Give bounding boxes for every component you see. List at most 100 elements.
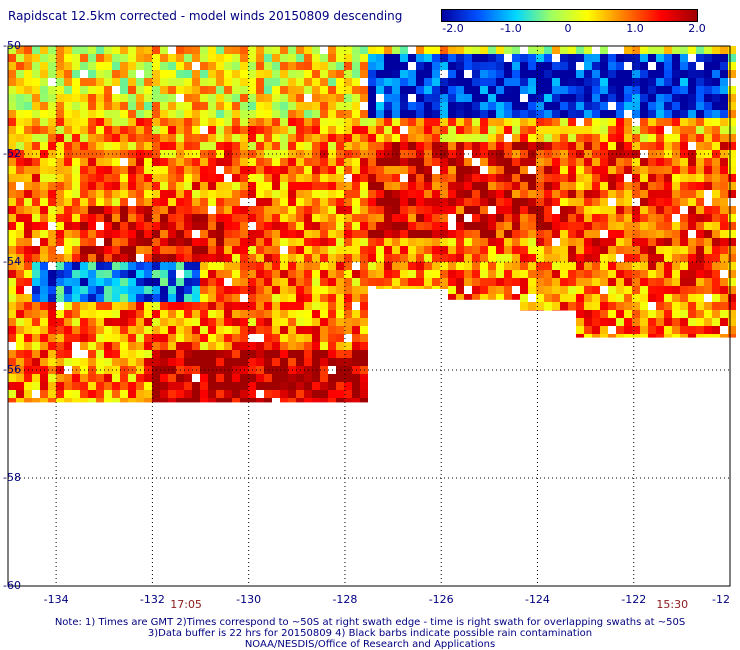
swath-cell	[416, 70, 424, 78]
swath-cell	[168, 246, 176, 254]
swath-cell	[552, 70, 560, 78]
swath-cell	[184, 94, 192, 102]
swath-cell	[432, 182, 440, 190]
swath-cell	[304, 126, 312, 134]
swath-cell	[400, 278, 408, 286]
swath-cell	[640, 278, 648, 286]
swath-cell	[632, 94, 640, 102]
swath-cell	[592, 198, 600, 206]
swath-cell	[264, 182, 272, 190]
swath-cell	[472, 102, 480, 110]
swath-cell	[320, 382, 328, 390]
swath-cell	[528, 54, 536, 62]
swath-cell	[304, 110, 312, 118]
swath-cell	[592, 326, 600, 334]
swath-cell	[424, 86, 432, 94]
swath-cell	[648, 86, 656, 94]
swath-cell	[424, 158, 432, 166]
swath-cell	[224, 310, 232, 318]
swath-cell	[544, 62, 552, 70]
swath-cell	[208, 94, 216, 102]
swath-cell	[392, 198, 400, 206]
swath-cell	[64, 166, 72, 174]
swath-cell	[472, 270, 480, 278]
swath-cell	[240, 342, 248, 350]
swath-cell	[728, 86, 736, 94]
swath-cell	[584, 158, 592, 166]
swath-cell	[56, 294, 64, 302]
swath-cell	[680, 318, 688, 326]
swath-cell	[624, 326, 632, 334]
swath-cell	[456, 246, 464, 254]
swath-cell	[440, 166, 448, 174]
swath-cell	[600, 142, 608, 150]
swath-cell	[600, 46, 608, 54]
swath-cell	[272, 70, 280, 78]
swath-cell	[528, 158, 536, 166]
swath-cell	[248, 262, 256, 270]
swath-cell	[312, 222, 320, 230]
swath-cell	[216, 382, 224, 390]
swath-cell	[40, 142, 48, 150]
swath-cell	[56, 62, 64, 70]
swath-cell	[680, 270, 688, 278]
swath-cell	[400, 254, 408, 262]
swath-cell	[440, 126, 448, 134]
swath-cell	[176, 350, 184, 358]
swath-cell	[528, 278, 536, 286]
swath-cell	[336, 382, 344, 390]
swath-cell	[696, 158, 704, 166]
swath-cell	[216, 334, 224, 342]
swath-cell	[472, 54, 480, 62]
swath-cell	[152, 302, 160, 310]
swath-cell	[48, 334, 56, 342]
swath-cell	[112, 238, 120, 246]
swath-cell	[160, 310, 168, 318]
swath-cell	[504, 94, 512, 102]
swath-cell	[384, 254, 392, 262]
swath-cell	[288, 118, 296, 126]
swath-cell	[424, 190, 432, 198]
swath-cell	[520, 78, 528, 86]
swath-cell	[320, 286, 328, 294]
swath-cell	[120, 62, 128, 70]
swath-cell	[408, 254, 416, 262]
swath-cell	[376, 238, 384, 246]
swath-cell	[152, 46, 160, 54]
swath-cell	[16, 110, 24, 118]
swath-cell	[568, 94, 576, 102]
swath-cell	[400, 238, 408, 246]
swath-cell	[136, 318, 144, 326]
swath-cell	[512, 118, 520, 126]
swath-cell	[600, 214, 608, 222]
swath-cell	[480, 190, 488, 198]
swath-cell	[520, 262, 528, 270]
swath-cell	[624, 94, 632, 102]
latitude-tick-label: -54	[3, 255, 21, 268]
swath-cell	[288, 102, 296, 110]
swath-cell	[712, 182, 720, 190]
swath-cell	[272, 182, 280, 190]
swath-cell	[192, 382, 200, 390]
swath-cell	[640, 54, 648, 62]
swath-cell	[680, 158, 688, 166]
swath-cell	[24, 46, 32, 54]
swath-cell	[136, 334, 144, 342]
swath-cell	[720, 102, 728, 110]
swath-cell	[496, 166, 504, 174]
swath-cell	[80, 318, 88, 326]
swath-cell	[112, 70, 120, 78]
swath-cell	[456, 134, 464, 142]
swath-cell	[368, 46, 376, 54]
swath-cell	[584, 326, 592, 334]
swath-cell	[720, 134, 728, 142]
swath-cell	[64, 46, 72, 54]
swath-cell	[496, 214, 504, 222]
swath-cell	[320, 246, 328, 254]
swath-cell	[16, 174, 24, 182]
swath-cell	[216, 134, 224, 142]
swath-cell	[128, 214, 136, 222]
swath-cell	[264, 214, 272, 222]
swath-cell	[616, 158, 624, 166]
swath-cell	[648, 78, 656, 86]
